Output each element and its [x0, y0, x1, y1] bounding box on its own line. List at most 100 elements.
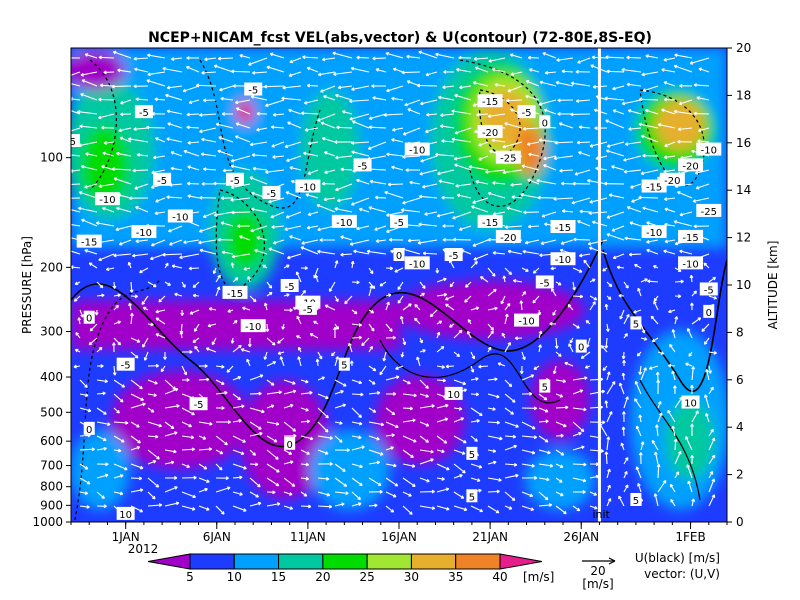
wind-vector-head — [340, 167, 344, 172]
wind-vector-head — [395, 366, 399, 370]
wind-vector-head — [304, 128, 309, 132]
wind-vector-head — [186, 112, 190, 117]
wind-vector-head — [289, 166, 293, 170]
wind-vector — [268, 197, 285, 203]
wind-vector-head — [680, 279, 684, 284]
wind-vector — [79, 191, 98, 199]
wind-vector — [318, 71, 336, 76]
wind-vector — [166, 138, 183, 143]
wind-vector-head — [485, 169, 489, 174]
wind-vector-head — [213, 181, 217, 186]
wind-vector — [300, 505, 312, 508]
wind-vector — [287, 121, 302, 129]
wind-vector-head — [409, 511, 413, 515]
wind-vector — [158, 295, 166, 303]
wind-vector — [640, 323, 645, 334]
contour-label: -5 — [266, 189, 276, 200]
wind-vector-head — [671, 370, 675, 374]
wind-vector-head — [317, 227, 321, 232]
wind-vector — [595, 167, 608, 171]
wind-vector-head — [216, 286, 221, 290]
wind-vector-head — [487, 191, 492, 196]
wind-vector — [216, 123, 234, 129]
wind-vector-head — [604, 451, 609, 455]
wind-vector — [169, 239, 183, 246]
wind-vector-head — [583, 259, 587, 264]
wind-vector-head — [438, 320, 443, 324]
wind-vector — [113, 320, 121, 325]
wind-vector-head — [685, 436, 689, 440]
wind-vector — [266, 503, 281, 507]
wind-vector-head — [134, 354, 139, 359]
wind-vector-head — [174, 387, 179, 392]
wind-vector — [554, 141, 574, 144]
wind-vector-head — [509, 53, 514, 58]
wind-vector-head — [710, 386, 714, 391]
wind-vector — [301, 239, 319, 245]
wind-vector-head — [638, 371, 643, 375]
wind-vector-head — [155, 137, 159, 141]
wind-vector — [165, 94, 183, 101]
wind-vector-head — [84, 466, 89, 470]
wind-vector — [147, 407, 155, 413]
wind-vector-head — [626, 82, 630, 87]
wind-vector — [606, 323, 609, 332]
wind-vector-head — [636, 352, 641, 357]
wind-vector-head — [407, 238, 412, 243]
wind-vector — [147, 435, 159, 438]
wind-vector — [422, 183, 438, 188]
wind-vector-head — [510, 72, 514, 76]
wind-vector — [340, 236, 353, 241]
wind-vector — [231, 253, 251, 258]
wind-vector-head — [217, 274, 221, 279]
wind-vector — [111, 85, 132, 88]
wind-vector — [657, 464, 660, 479]
wind-vector — [119, 137, 132, 143]
wind-vector — [220, 221, 234, 227]
wind-vector — [637, 483, 642, 493]
wind-vector — [691, 410, 699, 423]
wind-vector-head — [254, 248, 258, 253]
wind-vector — [487, 435, 503, 440]
wind-vector-head — [387, 182, 392, 187]
wind-vector — [504, 463, 517, 466]
wind-vector — [385, 463, 397, 467]
wind-vector — [198, 239, 217, 244]
wind-vector — [215, 286, 220, 297]
contour-label-bg — [678, 229, 704, 243]
wind-vector — [504, 122, 523, 129]
wind-vector — [556, 57, 574, 61]
wind-vector — [402, 155, 421, 158]
wind-vector — [669, 344, 676, 353]
wind-vector-head — [443, 277, 447, 282]
wind-vector-head — [117, 68, 121, 73]
wind-vector — [80, 71, 98, 76]
wind-vector-head — [202, 436, 207, 440]
wind-vector — [555, 337, 558, 349]
wind-vector — [219, 85, 234, 91]
contour-label-bg — [153, 172, 172, 186]
wind-vector — [504, 474, 519, 479]
wind-vector-head — [358, 323, 362, 327]
wind-vector — [470, 393, 479, 396]
wind-vector-head — [559, 479, 563, 483]
wind-vector-head — [512, 279, 517, 283]
wind-vector-head — [203, 466, 208, 470]
contour-label-bg — [699, 282, 718, 296]
wind-vector-head — [328, 288, 333, 292]
wind-vector-head — [98, 346, 103, 351]
wind-vector-head — [525, 268, 529, 272]
wind-vector — [181, 435, 194, 439]
wind-vector — [113, 253, 132, 257]
wind-vector-head — [212, 270, 217, 274]
wind-vector-head — [128, 196, 132, 201]
wind-vector — [555, 393, 563, 398]
wind-vector — [685, 436, 693, 451]
wind-vector — [653, 301, 659, 311]
wind-vector — [545, 71, 557, 74]
wind-vector-head — [698, 128, 702, 133]
wind-vector-head — [111, 167, 115, 171]
wind-vector-head — [239, 54, 243, 58]
wind-vector — [324, 304, 336, 311]
wind-vector — [351, 141, 370, 144]
